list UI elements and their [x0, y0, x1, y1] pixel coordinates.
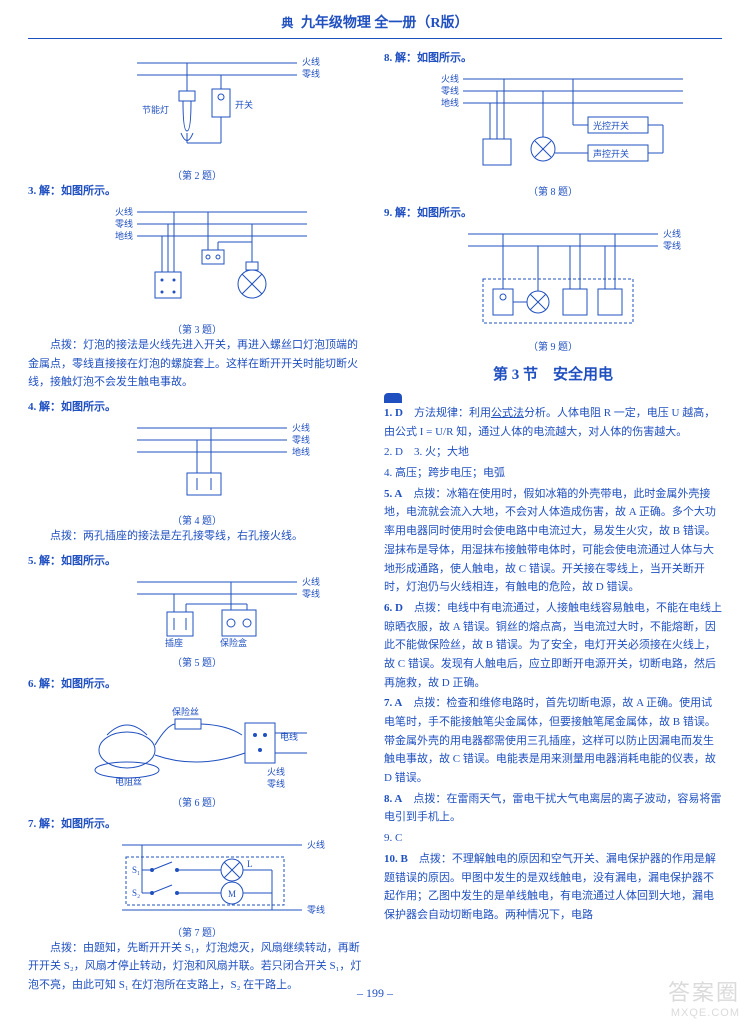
q9-head: 9. 解：如图所示。 — [384, 204, 722, 220]
q5: 5. 解：如图所示。 火线 零线 插座 保险盒 — [28, 552, 366, 669]
svg-text:零线: 零线 — [302, 588, 320, 599]
svg-text:S₁: S₁ — [132, 865, 140, 875]
watermark-main: 答案圈 — [668, 980, 740, 1005]
q8-diagram: 火线 零线 地线 光控开关 声控开关 — [413, 69, 693, 179]
q9: 9. 解：如图所示。 火线 零线 — [384, 204, 722, 353]
q5-diagram: 火线 零线 插座 保险盒 — [87, 572, 307, 650]
page-number: – 199 – — [0, 986, 750, 1001]
q7: 7. 解：如图所示。 火线 零线 S₁ S₂ — [28, 815, 366, 995]
q4-caption: （第 4 题） — [28, 512, 366, 527]
a6: 6. D 点拨：电线中有电流通过，人接触电线容易触电，不能在电线上晾晒衣服，故 … — [384, 599, 722, 692]
q8: 8. 解：如图所示。 火线 零线 地线 光控开关 — [384, 49, 722, 198]
q3-caption: （第 3 题） — [28, 321, 366, 336]
svg-text:零线: 零线 — [267, 778, 285, 789]
svg-text:声控开关: 声控开关 — [593, 148, 629, 159]
q2-caption: （第 2 题） — [28, 167, 366, 182]
svg-text:火线: 火线 — [302, 576, 320, 587]
watermark-sub: MXQE.COM — [668, 1007, 740, 1019]
svg-text:零线: 零线 — [441, 85, 459, 96]
svg-text:保险丝: 保险丝 — [172, 706, 199, 717]
right-column: 8. 解：如图所示。 火线 零线 地线 光控开关 — [384, 49, 722, 1001]
svg-text:火线: 火线 — [267, 766, 285, 777]
a10: 10. B 点拨：不理解触电的原因和空气开关、漏电保护器的作用是解题错误的原因。… — [384, 850, 722, 925]
q4-diagram: 火线 零线 地线 — [97, 418, 297, 508]
svg-text:火线: 火线 — [663, 228, 681, 239]
q4-tip: 点拨：两孔插座的接法是左孔接零线，右孔接火线。 — [28, 527, 366, 546]
q6-diagram: 电阻丝 保险丝 电线 火线 零线 — [67, 695, 327, 790]
q5-head: 5. 解：如图所示。 — [28, 552, 366, 568]
svg-text:火线: 火线 — [441, 73, 459, 84]
svg-text:零线: 零线 — [115, 218, 133, 229]
page-header: 典 九年级物理 全一册（R版） — [28, 12, 722, 39]
a4: 4. 高压；跨步电压；电弧 — [384, 464, 722, 483]
svg-text:地线: 地线 — [115, 230, 133, 241]
a9: 9. C — [384, 829, 722, 848]
svg-text:火线: 火线 — [292, 422, 310, 433]
a1: 1. D 方法规律：利用公式法分析。人体电阻 R 一定，电压 U 越高，由公式 … — [384, 404, 722, 441]
a7: 7. A 点拨：检查和维修电路时，首先切断电源，故 A 正确。使用试电笔时，手不… — [384, 694, 722, 787]
q6-caption: （第 6 题） — [28, 794, 366, 809]
q7-diagram: 火线 零线 S₁ S₂ L — [82, 835, 312, 920]
svg-text:零线: 零线 — [292, 434, 310, 445]
svg-text:地线: 地线 — [292, 446, 310, 457]
q3: 3. 解：如图所示。 火线 零线 地线 — [28, 182, 366, 392]
svg-text:L: L — [247, 859, 253, 869]
header-title: 九年级物理 全一册（R版） — [301, 16, 469, 31]
left-column: 火线 零线 节能灯 开关 （第 2 题） 3. 解：如图所示。 — [28, 49, 366, 1001]
svg-text:地线: 地线 — [441, 97, 459, 108]
q9-caption: （第 9 题） — [384, 338, 722, 353]
svg-text:火线: 火线 — [307, 839, 325, 850]
q5-caption: （第 5 题） — [28, 654, 366, 669]
svg-text:保险盒: 保险盒 — [220, 637, 247, 648]
q7-caption: （第 7 题） — [28, 924, 366, 939]
q8-caption: （第 8 题） — [384, 183, 722, 198]
watermark: 答案圈 MXQE.COM — [668, 975, 740, 1019]
q9-diagram: 火线 零线 — [428, 224, 678, 334]
section-marker — [384, 392, 722, 404]
q6: 6. 解：如图所示。 电阻丝 保险丝 电线 火线 零线 — [28, 675, 366, 809]
svg-text:节能灯: 节能灯 — [142, 104, 169, 115]
svg-text:零线: 零线 — [663, 240, 681, 251]
q4-head: 4. 解：如图所示。 — [28, 398, 366, 414]
svg-text:S₂: S₂ — [132, 888, 140, 898]
q3-head: 3. 解：如图所示。 — [28, 182, 366, 198]
q4: 4. 解：如图所示。 火线 零线 地线 （第 4 题） 点拨：两孔插座的接法是左… — [28, 398, 366, 546]
svg-text:火线: 火线 — [302, 56, 320, 67]
svg-text:开关: 开关 — [235, 99, 253, 110]
q8-head: 8. 解：如图所示。 — [384, 49, 722, 65]
svg-text:电阻丝: 电阻丝 — [115, 776, 142, 787]
q6-head: 6. 解：如图所示。 — [28, 675, 366, 691]
svg-text:零线: 零线 — [302, 68, 320, 79]
q3-tip: 点拨：灯泡的接法是火线先进入开关，再进入螺丝口灯泡顶端的金属点，零线直接接在灯泡… — [28, 336, 366, 392]
q7-head: 7. 解：如图所示。 — [28, 815, 366, 831]
q3-diagram: 火线 零线 地线 — [77, 202, 317, 317]
svg-text:M: M — [228, 889, 236, 899]
svg-text:插座: 插座 — [165, 637, 183, 648]
a8: 8. A 点拨：在雷雨天气，雷电干扰大气电离层的离子波动，容易将雷电引到手机上。 — [384, 790, 722, 827]
logo: 典 — [281, 16, 293, 30]
a2: 2. D 3. 火；大地 — [384, 443, 722, 462]
svg-text:光控开关: 光控开关 — [593, 120, 629, 131]
section-title: 第 3 节 安全用电 — [384, 363, 722, 384]
content-columns: 火线 零线 节能灯 开关 （第 2 题） 3. 解：如图所示。 — [28, 49, 722, 1001]
a5: 5. A 点拨：冰箱在使用时，假如冰箱的外壳带电，此时金属外壳接地，电流就会流入… — [384, 485, 722, 597]
svg-text:零线: 零线 — [307, 904, 325, 915]
q2-diagram: 火线 零线 节能灯 开关 — [87, 53, 307, 163]
svg-text:火线: 火线 — [115, 206, 133, 217]
